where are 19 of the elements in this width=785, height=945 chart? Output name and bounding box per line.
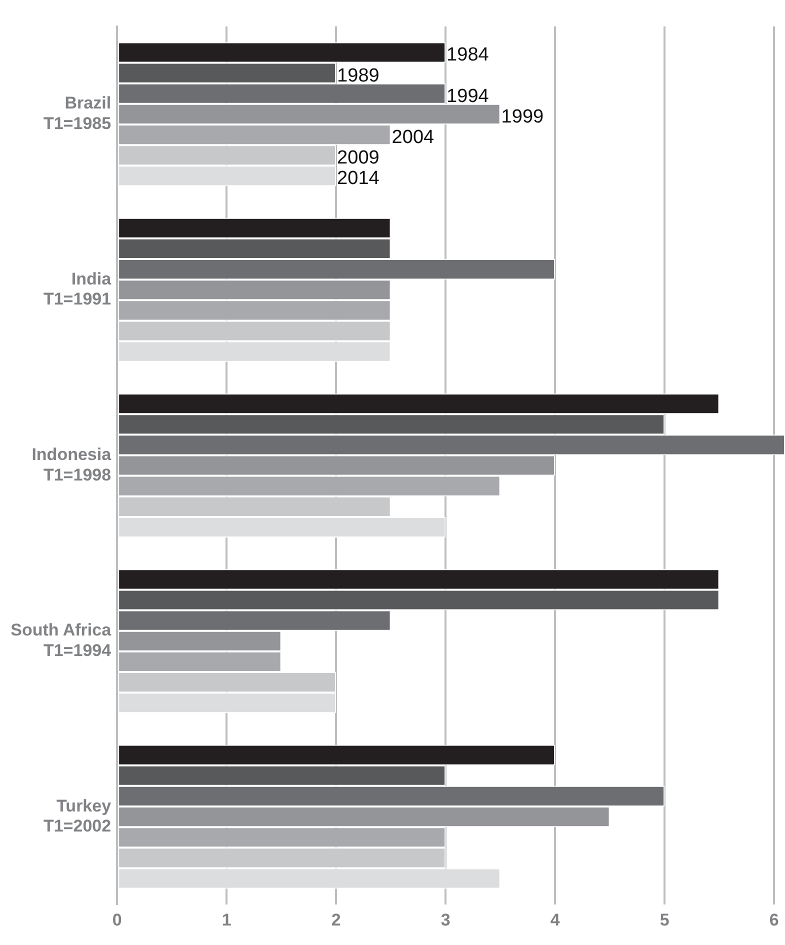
series-label: 1989	[337, 65, 380, 86]
series-label: 2014	[337, 168, 380, 190]
x-tick-label: 3	[440, 910, 450, 930]
series-label: 2004	[392, 127, 435, 148]
series-label: 1994	[446, 86, 490, 107]
series-label: 2009	[337, 148, 380, 169]
series-label: 1999	[501, 106, 544, 128]
x-tick-label: 0	[112, 910, 122, 930]
y-tick-label: Brazil T1=1985	[43, 94, 112, 134]
y-tick-label: Turkey T1=2002	[43, 796, 112, 836]
y-tick-label: Indonesia T1=1998	[32, 444, 112, 484]
x-tick-label: 2	[331, 910, 341, 930]
y-tick-label: India T1=1991	[43, 269, 112, 309]
x-tick-label: 6	[769, 910, 779, 930]
y-tick-label: South Africa T1=1994	[10, 620, 112, 660]
x-tick-label: 5	[660, 910, 670, 930]
x-tick-label: 4	[550, 910, 560, 930]
series-label: 1984	[446, 44, 490, 66]
x-tick-label: 1	[222, 910, 232, 930]
